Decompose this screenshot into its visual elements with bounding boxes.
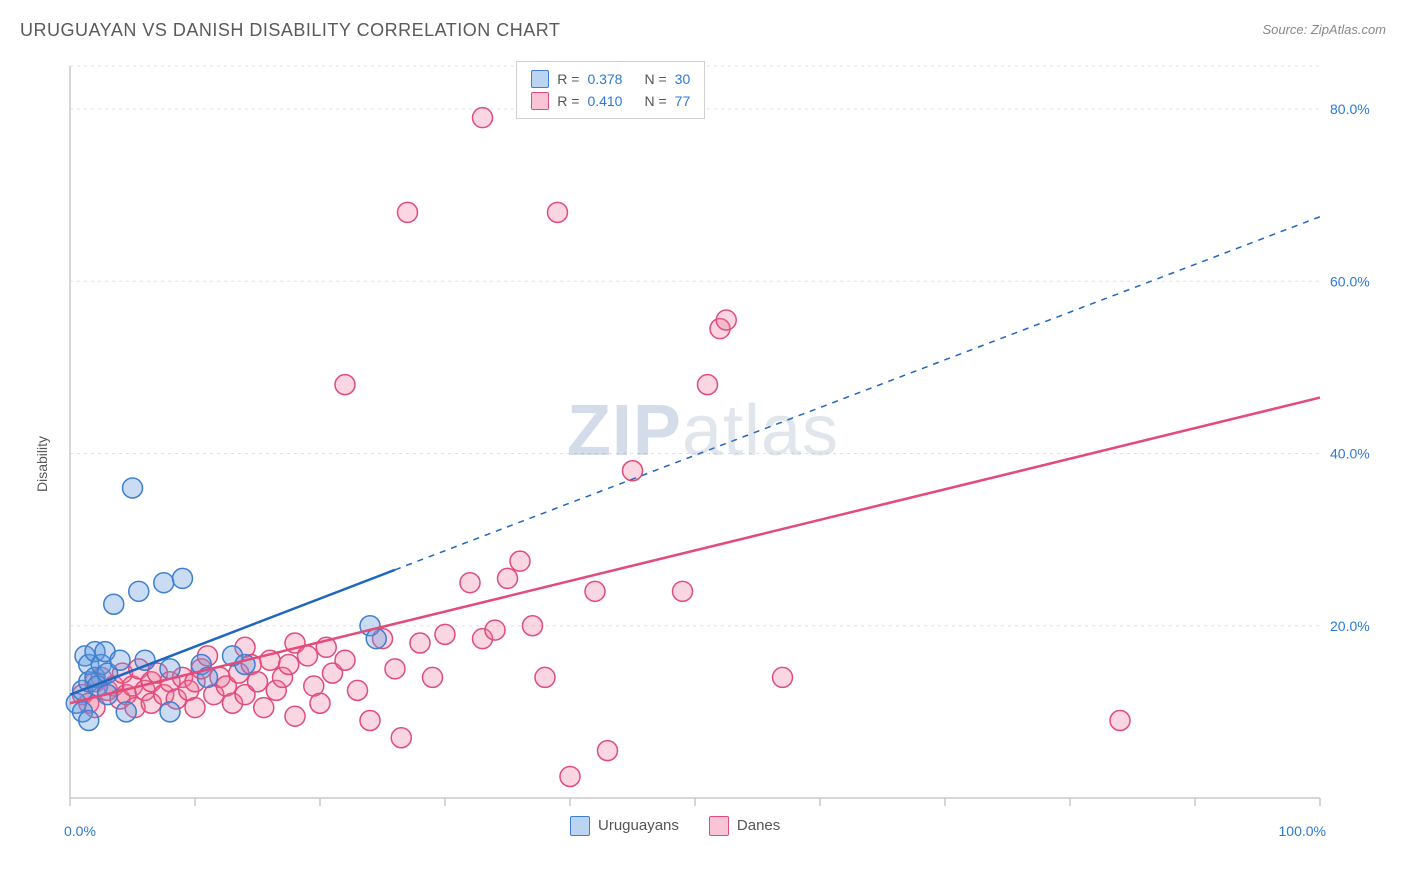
data-point (129, 581, 149, 601)
data-point (348, 680, 368, 700)
data-point (104, 594, 124, 614)
legend-swatch (570, 816, 590, 836)
data-point (435, 624, 455, 644)
chart-title: URUGUAYAN VS DANISH DISABILITY CORRELATI… (20, 20, 1386, 41)
data-point (173, 568, 193, 588)
trend-line (70, 398, 1320, 704)
data-point (560, 766, 580, 786)
legend-swatch (709, 816, 729, 836)
legend-swatch (531, 92, 549, 110)
legend-item: Uruguayans (570, 816, 679, 836)
data-point (123, 478, 143, 498)
data-point (485, 620, 505, 640)
data-point (310, 693, 330, 713)
data-point (410, 633, 430, 653)
svg-text:80.0%: 80.0% (1330, 101, 1370, 117)
data-point (773, 667, 793, 687)
data-point (110, 650, 130, 670)
data-point (535, 667, 555, 687)
data-point (585, 581, 605, 601)
data-point (673, 581, 693, 601)
legend-row: R = 0.378N = 30 (531, 68, 690, 90)
data-point (385, 659, 405, 679)
data-point (698, 375, 718, 395)
data-point (473, 108, 493, 128)
data-point (185, 698, 205, 718)
data-point (335, 375, 355, 395)
svg-text:20.0%: 20.0% (1330, 618, 1370, 634)
data-point (523, 616, 543, 636)
data-point (285, 706, 305, 726)
data-point (154, 573, 174, 593)
data-point (79, 710, 99, 730)
data-point (160, 702, 180, 722)
trend-line-extension (395, 217, 1320, 570)
data-point (116, 702, 136, 722)
data-point (391, 728, 411, 748)
data-point (335, 650, 355, 670)
data-point (398, 202, 418, 222)
data-point (623, 461, 643, 481)
series-legend: Uruguayans Danes (570, 816, 780, 836)
data-point (460, 573, 480, 593)
svg-text:0.0%: 0.0% (64, 823, 96, 839)
legend-row: R = 0.410N = 77 (531, 90, 690, 112)
data-point (423, 667, 443, 687)
y-axis-label: Disability (34, 436, 50, 492)
data-point (510, 551, 530, 571)
data-point (498, 568, 518, 588)
data-point (598, 741, 618, 761)
svg-text:40.0%: 40.0% (1330, 446, 1370, 462)
correlation-legend: R = 0.378N = 30R = 0.410N = 77 (516, 61, 705, 119)
chart-area: Disability ZIPatlas 20.0%40.0%60.0%80.0%… (20, 56, 1386, 872)
data-point (1110, 710, 1130, 730)
source-label: Source: ZipAtlas.com (1262, 22, 1386, 37)
legend-item: Danes (709, 816, 780, 836)
data-point (248, 672, 268, 692)
legend-swatch (531, 70, 549, 88)
data-point (279, 655, 299, 675)
svg-text:100.0%: 100.0% (1279, 823, 1326, 839)
scatter-plot: 20.0% 40.0% 60.0% 80.0% 0.0% 100.0% (20, 56, 1386, 872)
data-point (548, 202, 568, 222)
svg-text:60.0%: 60.0% (1330, 273, 1370, 289)
data-point (366, 629, 386, 649)
data-point (254, 698, 274, 718)
data-point (716, 310, 736, 330)
data-point (298, 646, 318, 666)
data-point (360, 710, 380, 730)
